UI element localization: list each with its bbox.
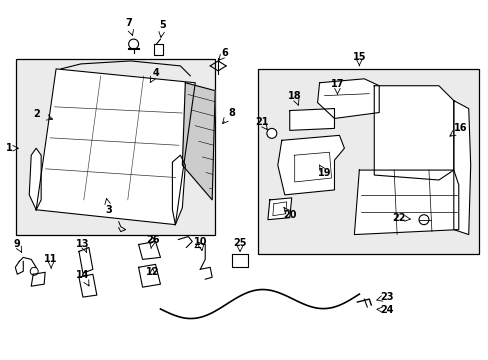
Polygon shape <box>267 198 291 220</box>
Polygon shape <box>153 44 163 55</box>
Text: 26: 26 <box>145 234 159 244</box>
Text: 23: 23 <box>380 292 393 302</box>
Polygon shape <box>182 83 215 200</box>
Text: 21: 21 <box>255 117 268 127</box>
Circle shape <box>30 267 38 275</box>
Polygon shape <box>172 155 185 225</box>
Text: 17: 17 <box>330 79 344 89</box>
Text: 19: 19 <box>317 168 330 178</box>
Text: 14: 14 <box>76 270 89 280</box>
Text: 15: 15 <box>352 52 366 62</box>
Text: 11: 11 <box>44 255 58 264</box>
Polygon shape <box>453 100 470 235</box>
Text: 9: 9 <box>14 239 20 249</box>
Text: 2: 2 <box>33 108 40 118</box>
Polygon shape <box>31 272 45 286</box>
Polygon shape <box>29 148 41 210</box>
Polygon shape <box>138 264 160 287</box>
Circle shape <box>128 39 138 49</box>
Text: 22: 22 <box>391 213 405 223</box>
Text: 7: 7 <box>125 18 132 28</box>
Polygon shape <box>232 255 247 267</box>
Text: 6: 6 <box>221 48 228 58</box>
Text: 1: 1 <box>6 143 13 153</box>
Circle shape <box>418 215 428 225</box>
Polygon shape <box>373 86 453 180</box>
Text: 25: 25 <box>233 238 246 248</box>
Text: 12: 12 <box>145 267 159 277</box>
Text: 24: 24 <box>380 305 393 315</box>
Polygon shape <box>289 109 334 130</box>
Text: 5: 5 <box>159 20 165 30</box>
Text: 20: 20 <box>283 210 296 220</box>
Text: 16: 16 <box>453 123 467 134</box>
Polygon shape <box>36 69 195 225</box>
Text: 4: 4 <box>152 68 159 78</box>
Polygon shape <box>354 170 458 235</box>
Text: 13: 13 <box>76 239 89 248</box>
Text: 10: 10 <box>193 237 206 247</box>
Polygon shape <box>138 242 160 260</box>
Text: 18: 18 <box>287 91 301 101</box>
Polygon shape <box>277 135 344 195</box>
Text: 8: 8 <box>228 108 235 117</box>
Bar <box>16 59 215 235</box>
Polygon shape <box>79 274 97 297</box>
Bar <box>257 69 478 255</box>
Circle shape <box>266 129 276 138</box>
Polygon shape <box>79 247 93 273</box>
Polygon shape <box>317 79 379 118</box>
Text: 3: 3 <box>105 205 112 215</box>
